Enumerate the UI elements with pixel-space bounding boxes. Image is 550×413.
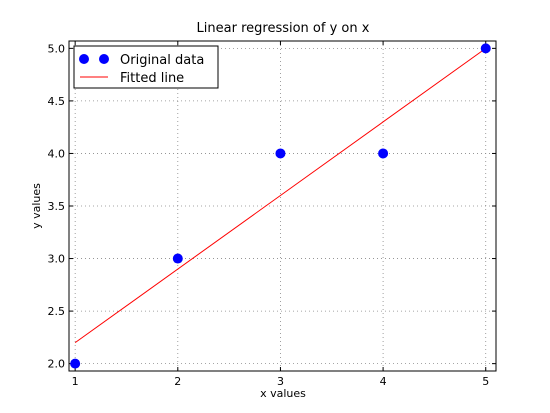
y-tick-label: 3.5 <box>48 200 66 213</box>
fitted-line-layer <box>74 47 487 344</box>
x-axis-label: x values <box>260 387 306 400</box>
y-tick-label: 3.0 <box>48 253 66 266</box>
fitted-line <box>74 47 487 344</box>
chart-title: Linear regression of y on x <box>197 21 370 36</box>
plot-area-frame <box>68 40 497 372</box>
y-tick-label: 5.0 <box>48 42 66 55</box>
data-point <box>275 148 286 159</box>
y-tick-label: 4.5 <box>48 95 66 108</box>
data-point <box>378 148 389 159</box>
legend-marker-original-data-2 <box>99 54 109 64</box>
y-tick-label: 2.0 <box>48 358 66 371</box>
legend-box <box>73 45 219 89</box>
legend-label-original-data: Original data <box>120 53 204 68</box>
y-tick-label: 4.0 <box>48 147 66 160</box>
x-tick-label: 5 <box>482 375 489 388</box>
x-tick-label: 1 <box>72 375 79 388</box>
data-point <box>70 358 81 369</box>
axis-ticks: 1 2 3 4 5 2.0 2.5 3.0 3.5 4.0 4.5 5.0 <box>48 41 496 388</box>
data-points-layer <box>70 43 491 369</box>
data-point <box>480 43 491 54</box>
legend-marker-original-data-1 <box>79 54 89 64</box>
x-tick-label: 4 <box>380 375 387 388</box>
legend-label-fitted-line: Fitted line <box>120 71 184 86</box>
legend: Original data Fitted line <box>73 45 219 89</box>
x-tick-label: 2 <box>174 375 181 388</box>
x-tick-label: 3 <box>277 375 284 388</box>
y-axis-label: y values <box>30 183 43 229</box>
data-point <box>172 253 183 264</box>
grid <box>69 41 496 371</box>
y-tick-label: 2.5 <box>48 305 66 318</box>
